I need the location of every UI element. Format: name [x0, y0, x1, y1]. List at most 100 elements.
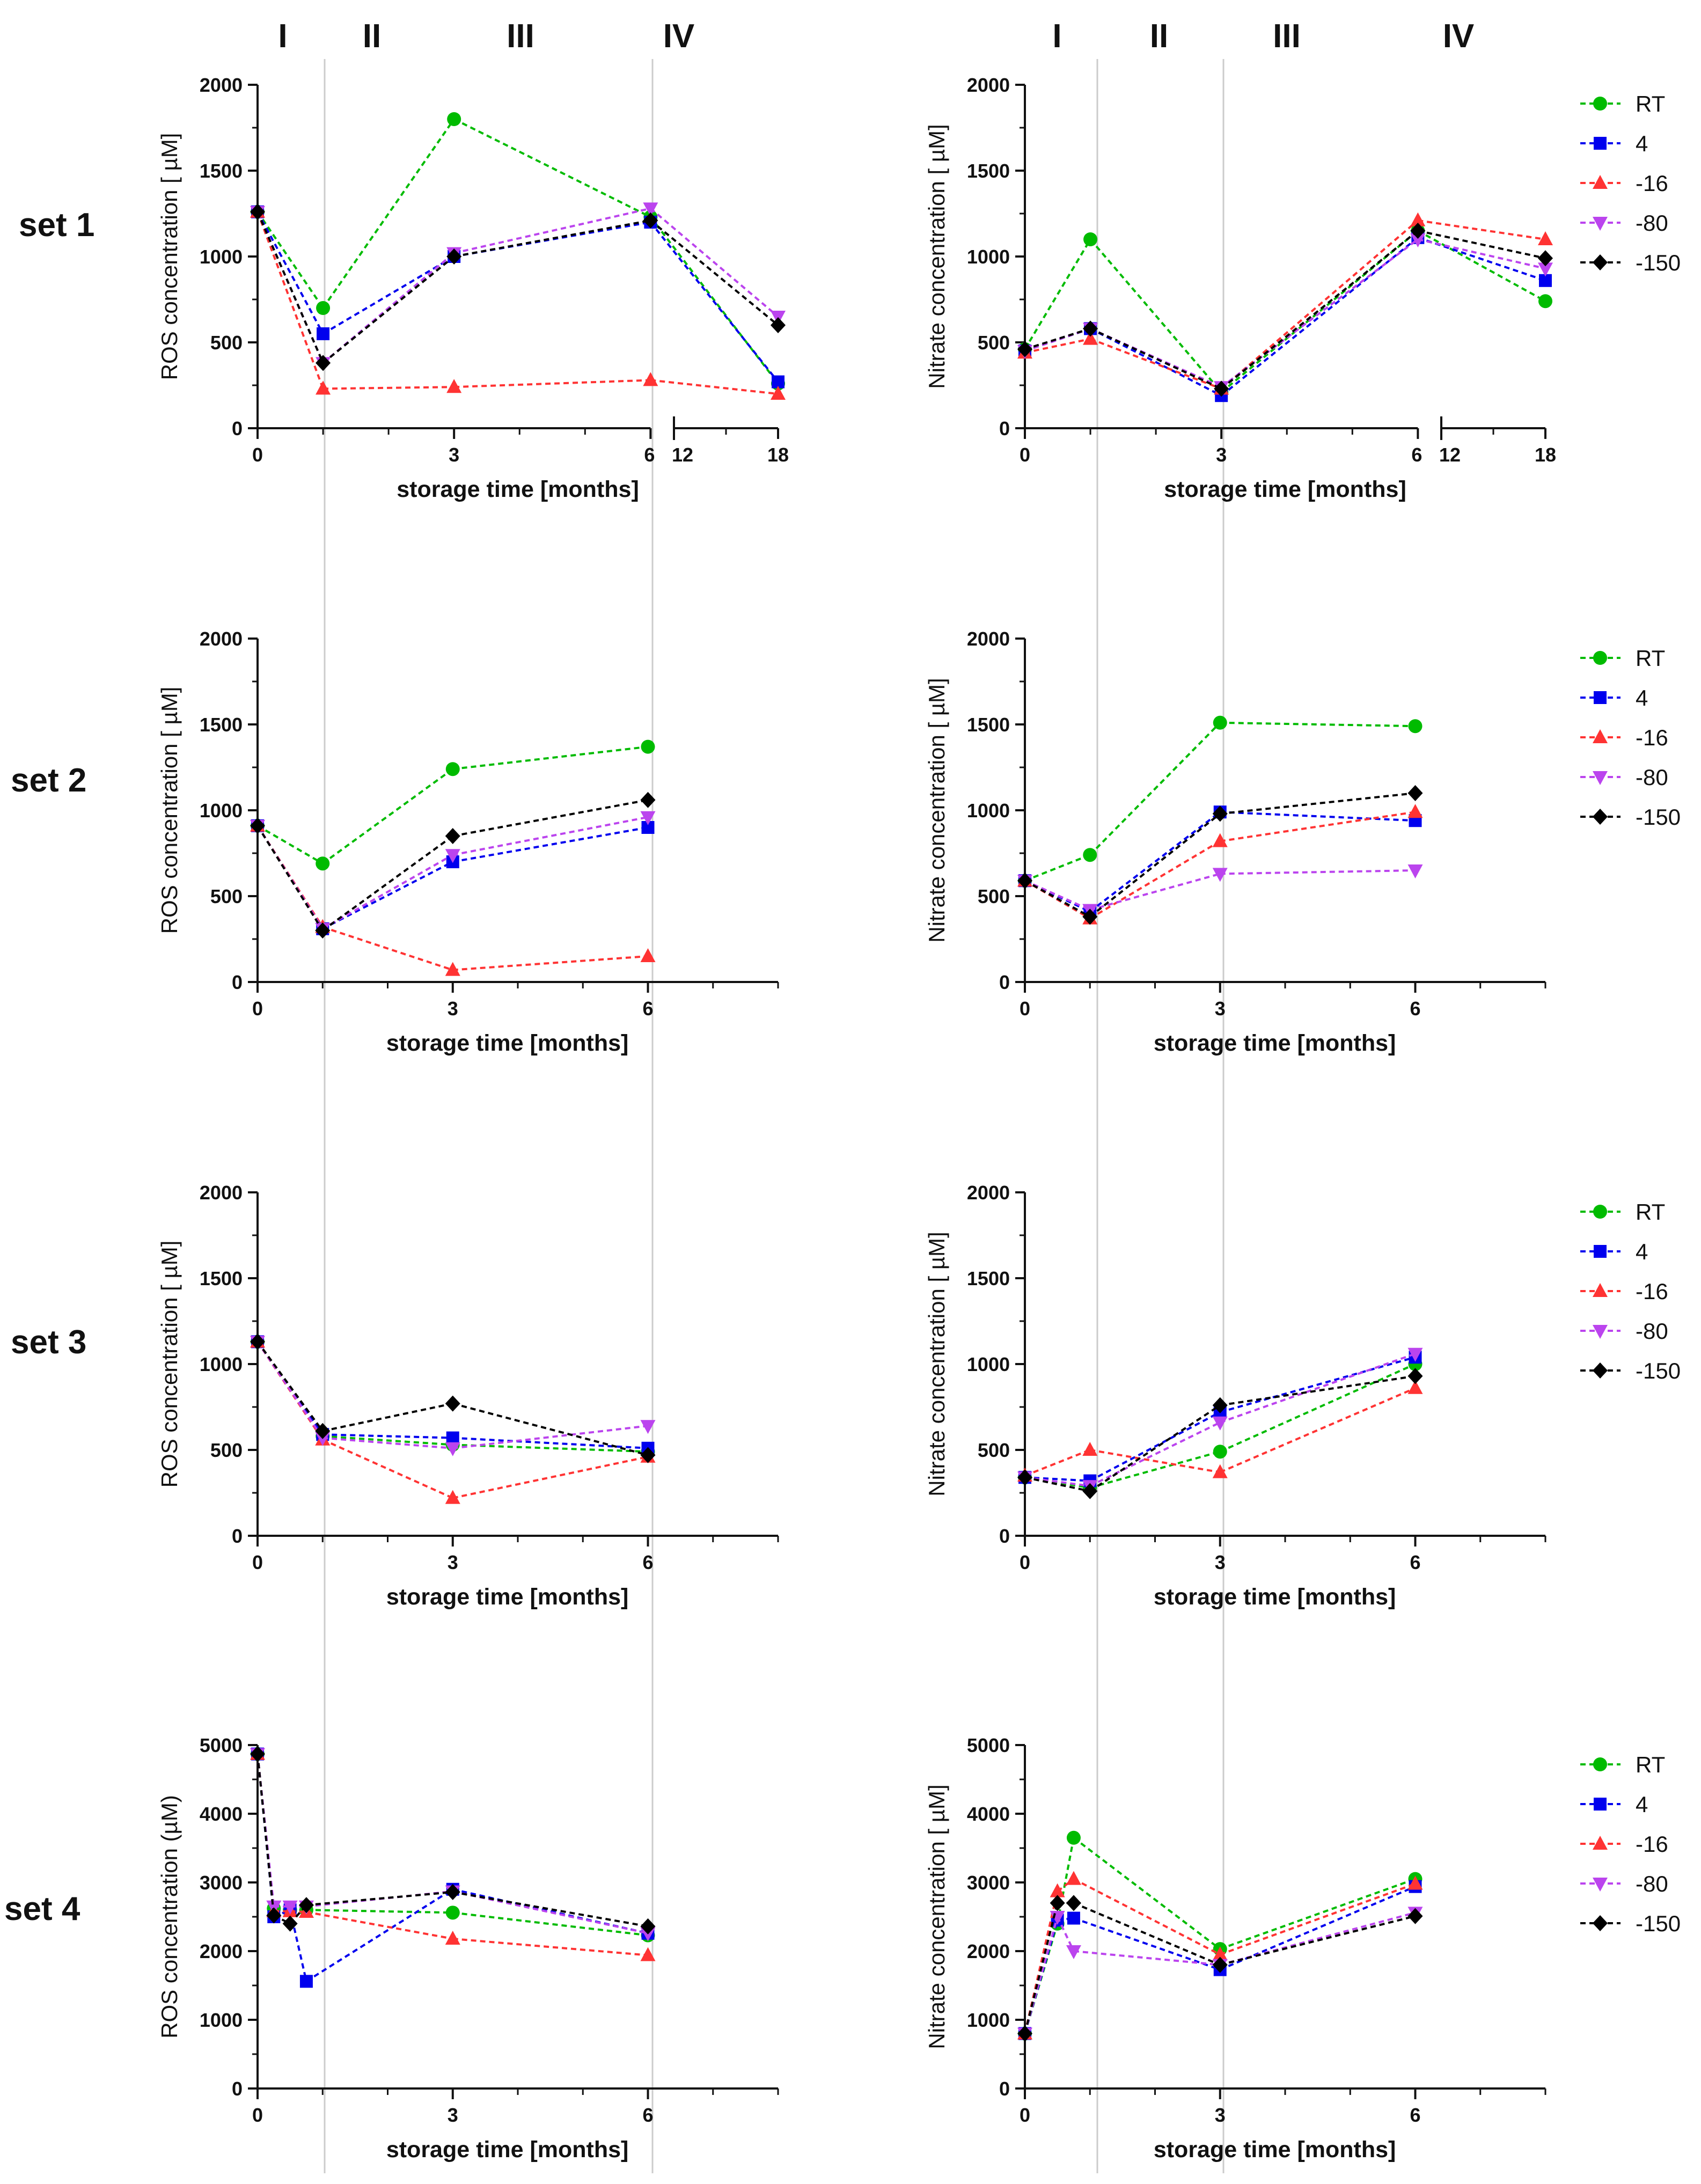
series-150 — [1017, 1368, 1423, 1499]
series-segment — [452, 1443, 648, 1453]
data-point-rt — [445, 762, 460, 776]
y-tick-label: 2000 — [200, 1940, 243, 1962]
data-point-80 — [1212, 868, 1228, 882]
data-point-150 — [1407, 1368, 1423, 1384]
data-point-16 — [1212, 1464, 1228, 1478]
data-point-rt — [641, 739, 655, 754]
x-tick-label: 0 — [1020, 1551, 1030, 1573]
set-label-2: set 2 — [11, 762, 86, 799]
legend-label: -150 — [1636, 1911, 1681, 1936]
series-segment — [1418, 219, 1546, 240]
series-segment — [649, 221, 779, 383]
data-point-16 — [640, 1947, 656, 1961]
y-tick-label: 2000 — [200, 628, 243, 650]
y-tick-label: 0 — [232, 417, 243, 439]
data-point-16 — [1407, 1380, 1423, 1394]
y-tick-label: 4000 — [200, 1803, 243, 1825]
series-segment — [1220, 1356, 1416, 1413]
data-point-150 — [1538, 250, 1553, 267]
y-tick-label: 0 — [232, 971, 243, 993]
series-segment — [322, 118, 455, 309]
series-segment — [1089, 873, 1221, 911]
series-segment — [322, 835, 453, 932]
series-segment — [452, 1890, 648, 1934]
legend-label: -150 — [1636, 1358, 1681, 1383]
series-segment — [1089, 840, 1221, 920]
series-segment — [322, 1437, 453, 1449]
data-point-150 — [1212, 1397, 1228, 1413]
legend-marker-4 — [1594, 1798, 1607, 1811]
data-point-16 — [1212, 1946, 1228, 1961]
y-tick-label: 2000 — [967, 74, 1010, 96]
data-point-150 — [445, 1883, 460, 1900]
series-segment — [1073, 1878, 1221, 1956]
series-segment — [323, 386, 454, 390]
x-tick-label: 0 — [252, 444, 263, 466]
series-segment — [306, 1911, 453, 1940]
x-tick-label: 3 — [1216, 444, 1227, 466]
series-segment — [1417, 230, 1546, 260]
x-tick-label: 3 — [448, 2104, 458, 2126]
data-point-150 — [640, 1918, 656, 1934]
data-point-80 — [643, 202, 658, 217]
x-tick-label: 3 — [448, 998, 458, 1020]
data-point-150 — [1082, 908, 1098, 925]
series-segment — [1220, 1352, 1416, 1424]
y-tick-label: 0 — [999, 971, 1010, 993]
data-point-16 — [316, 380, 331, 395]
y-tick-label: 500 — [978, 1439, 1010, 1461]
x-tick-label: 6 — [642, 2104, 653, 2126]
x-axis-title: storage time [months] — [1154, 1030, 1396, 1056]
legend-marker-4 — [1594, 691, 1607, 704]
series-segment — [453, 219, 651, 258]
data-point-16 — [643, 372, 658, 386]
series-segment — [256, 825, 324, 932]
data-point-rt — [316, 301, 331, 315]
y-axis-title: Nitrate concentration [ µM] — [924, 1232, 949, 1496]
data-point-16 — [445, 962, 460, 976]
data-point-150 — [282, 1915, 298, 1932]
nitrate-set4-panel: 0 1000 2000 3000 4000 5000 0 3 6 storage time [mo… — [924, 1734, 1546, 2163]
series-segment — [256, 211, 324, 390]
series-segment — [1024, 1891, 1059, 2034]
data-point-150 — [316, 355, 331, 371]
x-axis-title: storage time [months] — [386, 2137, 629, 2163]
legend-marker-80 — [1593, 1325, 1608, 1339]
series-segment — [1073, 1902, 1221, 1966]
y-tick-label: 1500 — [200, 714, 243, 736]
data-point-150 — [1017, 2025, 1032, 2042]
data-point-4 — [1067, 1911, 1080, 1925]
data-point-16 — [771, 386, 786, 400]
data-point-150 — [1212, 1956, 1228, 1973]
series-segment — [1024, 854, 1090, 882]
x-tick-label: 3 — [1215, 2104, 1226, 2126]
series-segment — [650, 207, 779, 318]
y-tick-label: 1500 — [967, 160, 1010, 182]
data-point-16 — [1082, 1442, 1098, 1456]
series-segment — [452, 798, 648, 837]
series-rt — [1018, 715, 1423, 888]
series-segment — [1073, 1950, 1220, 1966]
data-point-150 — [1410, 223, 1426, 239]
x-tick-label: 0 — [252, 998, 263, 1020]
y-axis-title: ROS concentration [ µM] — [157, 1241, 182, 1488]
series-segment — [1073, 1837, 1221, 1950]
series-segment — [322, 1438, 453, 1499]
phase-label-II: II — [363, 18, 381, 55]
series-segment — [1220, 1882, 1416, 1956]
data-point-80 — [445, 849, 460, 863]
series-segment — [1089, 1449, 1221, 1474]
x-tick-label: 0 — [252, 1551, 263, 1573]
set-label-1: set 1 — [19, 207, 94, 244]
legend-label: RT — [1636, 1752, 1665, 1777]
series-segment — [452, 1911, 648, 1937]
ros-set1-panel: 0 500 1000 1500 2000 0 3 6 12 18 storage time [mon… — [157, 74, 789, 502]
series-segment — [306, 1909, 453, 1914]
data-point-rt — [1083, 232, 1098, 246]
legend-marker-16 — [1593, 1283, 1608, 1297]
series-segment — [1220, 1911, 1416, 1966]
data-point-16 — [1410, 212, 1426, 226]
legend-marker-150 — [1593, 1915, 1608, 1931]
y-axis-title: Nitrate concentration [ µM] — [924, 678, 949, 942]
